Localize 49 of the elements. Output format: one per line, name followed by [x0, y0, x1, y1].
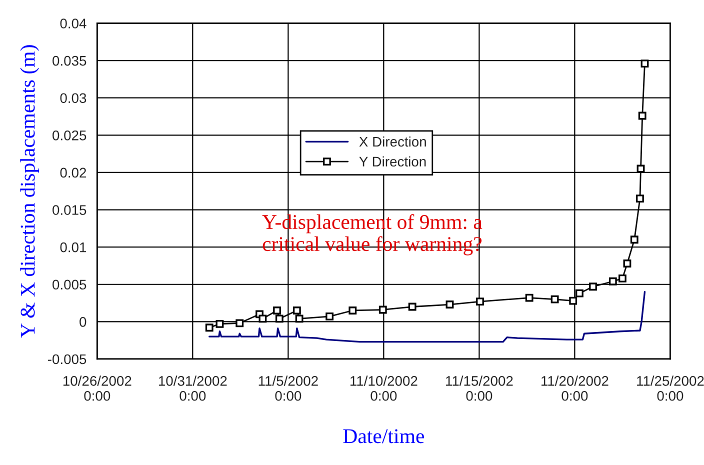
point	[408, 302, 416, 311]
point	[589, 282, 597, 291]
point	[630, 236, 638, 244]
point	[446, 300, 454, 308]
line-series	[208, 291, 646, 343]
y-tick-label: -0.005	[48, 354, 86, 364]
point	[525, 294, 534, 302]
point	[623, 260, 632, 268]
point	[638, 112, 646, 120]
y-tick-label: 0.035	[52, 56, 86, 66]
point	[640, 60, 649, 68]
point	[216, 320, 224, 328]
point	[273, 306, 281, 314]
x-tick-label: 11/5/2002 0:00	[258, 376, 318, 401]
point	[348, 306, 357, 314]
y-tick-label: 0.005	[52, 280, 86, 290]
point	[205, 324, 214, 332]
legend-label: Y Direction	[359, 156, 426, 167]
x-tick-label: 11/15/2002 0:00	[446, 376, 513, 401]
point	[258, 314, 267, 323]
y-tick-label: 0.04	[60, 18, 86, 28]
point	[569, 296, 578, 305]
point	[636, 164, 645, 173]
y-tick-label: 0.025	[52, 130, 86, 140]
point	[378, 306, 387, 314]
x-tick-label: 11/10/2002 0:00	[350, 376, 418, 401]
point	[636, 194, 644, 203]
y-tick-label: 0.02	[60, 168, 86, 178]
point	[236, 319, 244, 328]
y-tick-label: 0	[80, 317, 86, 327]
point	[618, 274, 626, 282]
point	[550, 295, 559, 304]
x-tick-label: 10/31/2002 0:00	[158, 376, 227, 401]
y-tick-label: 0.01	[60, 242, 86, 252]
point	[292, 306, 301, 314]
x-tick-label: 11/25/2002 0:00	[637, 376, 704, 401]
point	[326, 312, 334, 320]
x-tick-label: 10/26/2002 0:00	[63, 376, 132, 401]
point	[295, 314, 304, 323]
y-tick-label: 0.015	[52, 205, 86, 215]
point	[576, 289, 584, 298]
y-axis-title: Y & X direction displacements (m)	[20, 45, 40, 338]
point	[275, 314, 284, 323]
legend-label: X Direction	[359, 136, 426, 147]
x-axis-title: Date/time	[343, 429, 424, 444]
point	[476, 298, 484, 306]
x-tick-label: 11/20/2002 0:00	[542, 376, 608, 401]
point	[608, 277, 617, 286]
y-tick-label: 0.03	[60, 93, 86, 104]
